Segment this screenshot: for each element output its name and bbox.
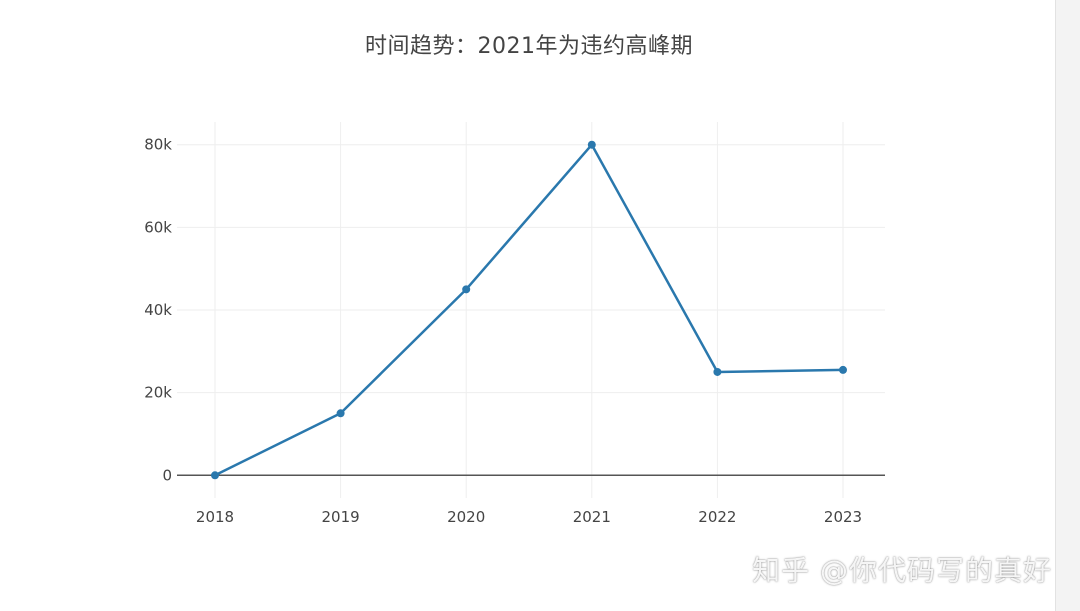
x-tick-label: 2021: [573, 508, 611, 526]
data-point: [713, 367, 722, 376]
x-tick-label: 2023: [824, 508, 862, 526]
y-tick-label: 60k: [144, 218, 172, 236]
x-tick-label: 2022: [698, 508, 736, 526]
watermark-text: 知乎 @你代码写的真好: [752, 554, 1052, 587]
series-layer: [211, 140, 847, 480]
x-tick-label: 2020: [447, 508, 485, 526]
grid-layer: [177, 122, 885, 498]
x-tick-label: 2018: [196, 508, 234, 526]
line-chart: 0 20k 40k 60k 80k 2018 2019 2020 2021 2022 2023: [144, 122, 885, 526]
data-point: [839, 365, 847, 374]
y-tick-label: 40k: [144, 301, 172, 319]
tick-label-layer: 0 20k 40k 60k 80k 2018 2019 2020 2021 2022 2023: [144, 136, 862, 526]
data-point: [587, 140, 596, 149]
chart-title: 时间趋势：2021年为违约高峰期: [365, 34, 693, 59]
series-line: [214, 143, 844, 477]
y-tick-label: 0: [162, 466, 172, 484]
x-tick-label: 2019: [322, 508, 360, 526]
data-point: [462, 285, 471, 294]
data-point: [336, 409, 345, 418]
data-point: [211, 471, 219, 480]
y-tick-label: 80k: [144, 136, 172, 154]
vertical-scrollbar[interactable]: [1055, 0, 1080, 611]
y-tick-label: 20k: [144, 384, 172, 402]
